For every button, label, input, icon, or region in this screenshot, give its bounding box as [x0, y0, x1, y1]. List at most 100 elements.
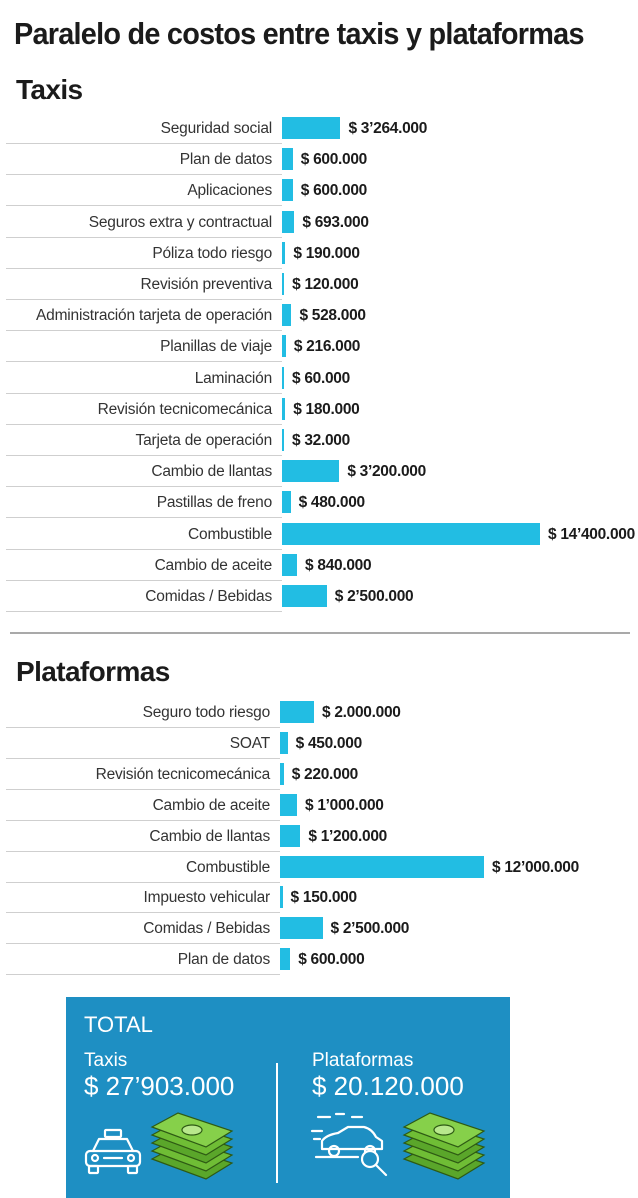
- taxi-icon: [84, 1128, 142, 1175]
- bar: [282, 273, 285, 295]
- totals-box: TOTAL Taxis $ 27’903.000 Plataformas $ 2…: [66, 997, 510, 1198]
- row-separator: [6, 974, 280, 976]
- bar-row-revision-preventiva: Revisión preventiva $ 120.000: [0, 269, 638, 300]
- bar-row-seguros-extra-y-contractual: Seguros extra y contractual $ 693.000: [0, 207, 638, 238]
- category-label: Plan de datos: [177, 951, 270, 969]
- bar: [282, 429, 284, 451]
- row-separator: [6, 850, 280, 852]
- value-label: $ 120.000: [292, 276, 359, 293]
- value-label: $ 2.000.000: [322, 704, 401, 721]
- category-label: Póliza todo riesgo: [152, 244, 272, 262]
- bar-row-tarjeta-de-operacion: Tarjeta de operación $ 32.000: [0, 425, 638, 456]
- bar: [282, 148, 293, 171]
- bar: [280, 731, 288, 754]
- category-label: Revisión tecnicomecánica: [95, 765, 271, 783]
- bar: [282, 460, 340, 483]
- category-label: Comidas / Bebidas: [143, 920, 270, 938]
- row-separator: [6, 361, 282, 363]
- value-label: $ 14’400.000: [548, 525, 635, 543]
- row-separator: [6, 788, 280, 790]
- row-separator: [6, 881, 280, 883]
- category-label: SOAT: [229, 734, 270, 752]
- value-label: $ 1’000.000: [305, 796, 384, 814]
- value-label: $ 693.000: [302, 213, 369, 231]
- value-label: $ 480.000: [298, 494, 366, 512]
- category-label: Combustible: [186, 858, 270, 876]
- value-label: $ 216.000: [293, 338, 361, 356]
- value-label: $ 3’264.000: [348, 120, 428, 137]
- row-separator: [6, 236, 282, 238]
- value-label: $ 3’200.000: [347, 463, 426, 481]
- bar: [282, 117, 341, 139]
- row-separator: [6, 611, 282, 612]
- bar-row-revision-tecnicomecanica: Revisión tecnicomecánica $ 180.000: [0, 394, 638, 425]
- value-label: $ 600.000: [300, 182, 368, 200]
- totals-taxis-label: Taxis: [84, 1050, 128, 1071]
- category-label: Cambio de llantas: [149, 827, 270, 845]
- bar: [282, 553, 298, 576]
- category-label: Tarjeta de operación: [135, 432, 273, 449]
- row-separator: [6, 143, 282, 144]
- bar-row-soat: SOAT $ 450.000: [0, 728, 638, 759]
- totals-title: TOTAL: [84, 1012, 153, 1037]
- value-label: $ 190.000: [293, 244, 360, 262]
- totals-plataformas-value: $ 20.120.000: [312, 1071, 464, 1101]
- bar-row-comidas-bebidas: Comidas / Bebidas $ 2’500.000: [0, 913, 638, 945]
- row-separator: [6, 727, 280, 728]
- category-label: Comidas / Bebidas: [145, 588, 272, 605]
- value-label: $ 2’500.000: [334, 588, 414, 605]
- totals-divider: [276, 1063, 278, 1183]
- bar: [280, 793, 297, 816]
- bar-row-poliza-todo-riesgo: Póliza todo riesgo $ 190.000: [0, 238, 638, 269]
- bar-row-cambio-de-llantas: Cambio de llantas $ 1’200.000: [0, 821, 638, 852]
- category-label: Pastillas de freno: [156, 494, 273, 512]
- value-label: $ 32.000: [292, 432, 350, 449]
- car-search-icon: [310, 1112, 388, 1177]
- category-label: Combustible: [188, 525, 272, 543]
- bar-row-cambio-de-aceite: Cambio de aceite $ 1’000.000: [0, 790, 638, 821]
- value-label: $ 12’000.000: [492, 858, 579, 876]
- value-label: $ 528.000: [299, 307, 366, 325]
- bar-row-plan-de-datos: Plan de datos $ 600.000: [0, 944, 638, 976]
- category-label: Cambio de llantas: [151, 463, 272, 481]
- bar-row-cambio-de-llantas: Cambio de llantas $ 3’200.000: [0, 456, 638, 488]
- category-label: Revisión tecnicomecánica: [97, 400, 273, 418]
- category-label: Laminación: [194, 369, 272, 387]
- page-title: Paralelo de costos entre taxis y platafo…: [14, 16, 584, 51]
- row-separator: [6, 819, 280, 821]
- row-separator: [6, 548, 282, 550]
- category-label: Seguridad social: [160, 120, 273, 137]
- row-separator: [6, 517, 282, 519]
- value-label: $ 60.000: [292, 369, 350, 387]
- bar-row-pastillas-de-freno: Pastillas de freno $ 480.000: [0, 487, 638, 519]
- bar-row-combustible: Combustible $ 12’000.000: [0, 852, 638, 883]
- bar: [280, 762, 284, 785]
- bar-row-aplicaciones: Aplicaciones $ 600.000: [0, 175, 638, 207]
- value-label: $ 600.000: [298, 951, 365, 969]
- category-label: Seguros extra y contractual: [88, 213, 272, 231]
- row-separator: [6, 174, 282, 176]
- value-label: $ 150.000: [290, 889, 358, 907]
- category-label: Cambio de aceite: [154, 556, 273, 574]
- row-separator: [6, 455, 282, 456]
- bar: [282, 366, 284, 389]
- value-label: $ 1’200.000: [308, 827, 387, 845]
- bar-row-comidas-bebidas: Comidas / Bebidas $ 2’500.000: [0, 581, 638, 612]
- bar-row-cambio-de-aceite: Cambio de aceite $ 840.000: [0, 550, 638, 581]
- row-separator: [6, 205, 282, 207]
- row-separator: [6, 486, 282, 488]
- bar-row-administracion-tarjeta-de-operacion: Administración tarjeta de operación $ 528…: [0, 300, 638, 332]
- category-label: Seguro todo riesgo: [142, 704, 271, 721]
- row-separator: [6, 423, 282, 425]
- value-label: $ 600.000: [300, 151, 368, 169]
- category-label: Impuesto vehicular: [143, 889, 271, 907]
- bar: [280, 886, 283, 909]
- category-label: Cambio de aceite: [152, 796, 271, 814]
- bar: [282, 585, 327, 607]
- value-label: $ 840.000: [305, 556, 372, 574]
- bar-row-seguro-todo-riesgo: Seguro todo riesgo $ 2.000.000: [0, 697, 638, 728]
- category-label: Aplicaciones: [187, 182, 272, 200]
- row-separator: [6, 912, 280, 914]
- value-label: $ 180.000: [293, 400, 360, 418]
- row-separator: [6, 299, 282, 300]
